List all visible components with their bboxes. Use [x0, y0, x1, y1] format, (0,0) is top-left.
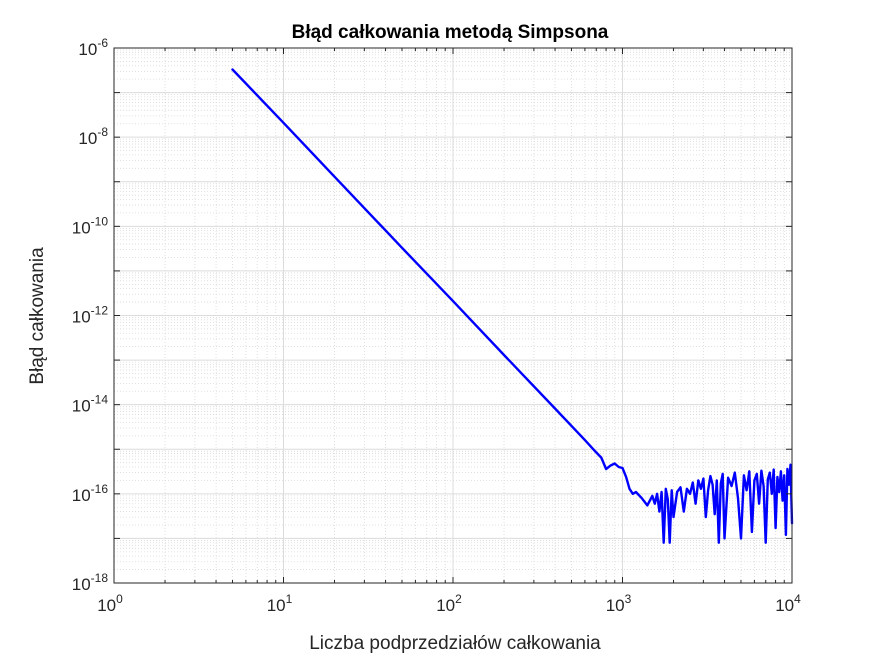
y-tick-base: 10	[72, 218, 91, 237]
y-tick-base: 10	[72, 397, 91, 416]
x-tick-label: 104	[775, 592, 801, 615]
x-tick-label: 102	[436, 592, 462, 615]
y-tick-label: 10-8	[78, 125, 108, 148]
x-tick-exponent: 4	[794, 592, 801, 606]
x-tick-label: 100	[97, 592, 123, 615]
x-tick-base: 10	[267, 596, 286, 615]
x-tick-exponent: 2	[455, 592, 462, 606]
x-tick-label: 101	[267, 592, 293, 615]
series-lines	[231, 68, 794, 544]
y-tick-base: 10	[78, 40, 97, 59]
y-tick-label: 10-10	[72, 214, 109, 237]
x-tick-exponent: 3	[625, 592, 632, 606]
y-tick-label: 10-18	[72, 571, 109, 594]
y-tick-base: 10	[72, 575, 91, 594]
y-tick-label: 10-6	[78, 36, 108, 59]
x-tick-label: 103	[606, 592, 632, 615]
x-tick-base: 10	[97, 596, 116, 615]
y-tick-label: 10-16	[72, 482, 109, 505]
x-axis-label: Liczba podprzedziałów całkowania	[309, 633, 601, 654]
y-tick-exponent: -10	[91, 214, 109, 228]
x-tick-exponent: 0	[116, 592, 123, 606]
series-line-0	[231, 68, 794, 544]
y-tick-base: 10	[72, 308, 91, 327]
y-tick-base: 10	[72, 486, 91, 505]
y-tick-exponent: -12	[91, 304, 109, 318]
y-tick-exponent: -16	[91, 482, 109, 496]
x-tick-labels: 100 101 102 103 104	[97, 592, 801, 615]
y-tick-exponent: -8	[97, 125, 108, 139]
chart-title: Błąd całkowania metodą Simpsona	[292, 22, 609, 43]
y-tick-exponent: -6	[97, 36, 108, 50]
tick-marks	[113, 47, 793, 584]
y-axis-label: Błąd całkowania	[27, 247, 48, 385]
x-tick-exponent: 1	[286, 592, 293, 606]
x-tick-base: 10	[436, 596, 455, 615]
y-tick-exponent: -14	[91, 393, 109, 407]
x-tick-base: 10	[775, 596, 794, 615]
x-tick-base: 10	[606, 596, 625, 615]
y-tick-exponent: -18	[91, 571, 109, 585]
y-tick-label: 10-14	[72, 393, 109, 416]
y-tick-base: 10	[78, 129, 97, 148]
y-tick-label: 10-12	[72, 304, 109, 327]
